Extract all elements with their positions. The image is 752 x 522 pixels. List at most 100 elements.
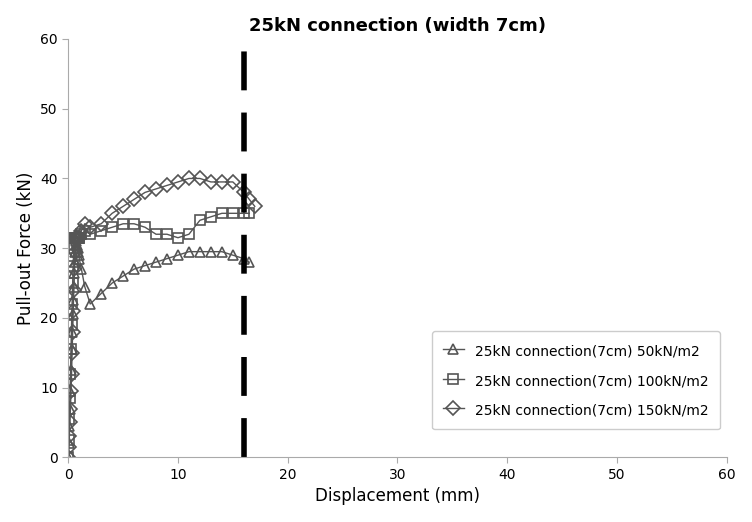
25kN connection(7cm) 150kN/m2 (65, 444, 74, 450)
25kN connection(7cm) 50kN/m2 (206, 248, 215, 255)
25kN connection(7cm) 50kN/m2 (74, 255, 83, 262)
25kN connection(7cm) 150kN/m2 (68, 308, 77, 314)
25kN connection(7cm) 50kN/m2 (119, 273, 128, 279)
25kN connection(7cm) 50kN/m2 (73, 245, 82, 251)
Legend: 25kN connection(7cm) 50kN/m2, 25kN connection(7cm) 100kN/m2, 25kN connection(7cm: 25kN connection(7cm) 50kN/m2, 25kN conne… (432, 331, 720, 430)
25kN connection(7cm) 150kN/m2 (67, 371, 76, 377)
25kN connection(7cm) 50kN/m2 (141, 263, 150, 269)
25kN connection(7cm) 50kN/m2 (69, 283, 78, 290)
25kN connection(7cm) 150kN/m2 (174, 179, 183, 185)
25kN connection(7cm) 50kN/m2 (86, 301, 95, 307)
25kN connection(7cm) 150kN/m2 (239, 189, 248, 196)
25kN connection(7cm) 100kN/m2 (65, 395, 74, 401)
25kN connection(7cm) 50kN/m2 (151, 259, 160, 265)
Y-axis label: Pull-out Force (kN): Pull-out Force (kN) (17, 172, 35, 325)
25kN connection(7cm) 50kN/m2 (162, 255, 171, 262)
25kN connection(7cm) 150kN/m2 (73, 234, 82, 241)
25kN connection(7cm) 50kN/m2 (67, 346, 76, 352)
25kN connection(7cm) 100kN/m2 (72, 234, 81, 241)
25kN connection(7cm) 150kN/m2 (119, 203, 128, 209)
25kN connection(7cm) 150kN/m2 (65, 419, 74, 425)
25kN connection(7cm) 150kN/m2 (196, 175, 205, 182)
25kN connection(7cm) 50kN/m2 (129, 266, 138, 272)
25kN connection(7cm) 100kN/m2 (71, 234, 80, 241)
25kN connection(7cm) 100kN/m2 (108, 224, 117, 230)
25kN connection(7cm) 100kN/m2 (97, 228, 106, 234)
25kN connection(7cm) 50kN/m2 (64, 454, 73, 460)
25kN connection(7cm) 100kN/m2 (65, 437, 74, 443)
25kN connection(7cm) 100kN/m2 (229, 210, 238, 217)
25kN connection(7cm) 50kN/m2 (65, 406, 74, 412)
25kN connection(7cm) 100kN/m2 (141, 224, 150, 230)
25kN connection(7cm) 50kN/m2 (71, 259, 80, 265)
25kN connection(7cm) 100kN/m2 (70, 234, 79, 241)
25kN connection(7cm) 100kN/m2 (119, 221, 128, 227)
25kN connection(7cm) 100kN/m2 (67, 322, 76, 328)
25kN connection(7cm) 100kN/m2 (72, 234, 81, 241)
25kN connection(7cm) 150kN/m2 (72, 234, 81, 241)
25kN connection(7cm) 150kN/m2 (71, 248, 80, 255)
25kN connection(7cm) 150kN/m2 (250, 203, 259, 209)
25kN connection(7cm) 50kN/m2 (66, 367, 75, 373)
25kN connection(7cm) 50kN/m2 (184, 248, 193, 255)
25kN connection(7cm) 150kN/m2 (70, 266, 79, 272)
X-axis label: Displacement (mm): Displacement (mm) (315, 488, 480, 505)
25kN connection(7cm) 150kN/m2 (86, 224, 95, 230)
25kN connection(7cm) 50kN/m2 (97, 290, 106, 296)
25kN connection(7cm) 50kN/m2 (68, 311, 77, 317)
25kN connection(7cm) 150kN/m2 (151, 186, 160, 192)
25kN connection(7cm) 100kN/m2 (69, 245, 78, 251)
25kN connection(7cm) 50kN/m2 (72, 242, 81, 248)
25kN connection(7cm) 150kN/m2 (129, 196, 138, 203)
25kN connection(7cm) 150kN/m2 (97, 221, 106, 227)
25kN connection(7cm) 150kN/m2 (71, 234, 80, 241)
25kN connection(7cm) 100kN/m2 (73, 234, 82, 241)
25kN connection(7cm) 150kN/m2 (69, 287, 78, 293)
25kN connection(7cm) 150kN/m2 (68, 350, 77, 356)
25kN connection(7cm) 50kN/m2 (66, 388, 75, 394)
25kN connection(7cm) 100kN/m2 (65, 416, 74, 422)
25kN connection(7cm) 100kN/m2 (217, 210, 226, 217)
Line: 25kN connection(7cm) 150kN/m2: 25kN connection(7cm) 150kN/m2 (63, 174, 259, 462)
25kN connection(7cm) 150kN/m2 (77, 228, 86, 234)
25kN connection(7cm) 150kN/m2 (74, 234, 83, 241)
25kN connection(7cm) 150kN/m2 (229, 179, 238, 185)
25kN connection(7cm) 150kN/m2 (141, 189, 150, 196)
25kN connection(7cm) 50kN/m2 (68, 298, 77, 304)
25kN connection(7cm) 150kN/m2 (68, 329, 77, 335)
25kN connection(7cm) 100kN/m2 (71, 234, 80, 241)
25kN connection(7cm) 50kN/m2 (80, 283, 89, 290)
25kN connection(7cm) 50kN/m2 (196, 248, 205, 255)
25kN connection(7cm) 100kN/m2 (74, 234, 83, 241)
25kN connection(7cm) 100kN/m2 (71, 234, 80, 241)
25kN connection(7cm) 100kN/m2 (68, 280, 77, 286)
25kN connection(7cm) 50kN/m2 (70, 269, 79, 276)
25kN connection(7cm) 150kN/m2 (74, 234, 83, 241)
25kN connection(7cm) 150kN/m2 (184, 175, 193, 182)
25kN connection(7cm) 150kN/m2 (64, 454, 73, 460)
25kN connection(7cm) 100kN/m2 (151, 231, 160, 238)
25kN connection(7cm) 50kN/m2 (108, 280, 117, 286)
25kN connection(7cm) 100kN/m2 (86, 231, 95, 238)
25kN connection(7cm) 50kN/m2 (65, 440, 74, 446)
Line: 25kN connection(7cm) 50kN/m2: 25kN connection(7cm) 50kN/m2 (63, 236, 254, 462)
25kN connection(7cm) 100kN/m2 (64, 454, 73, 460)
25kN connection(7cm) 100kN/m2 (174, 234, 183, 241)
25kN connection(7cm) 50kN/m2 (71, 248, 80, 255)
25kN connection(7cm) 150kN/m2 (72, 234, 81, 241)
25kN connection(7cm) 150kN/m2 (66, 388, 75, 394)
25kN connection(7cm) 50kN/m2 (71, 242, 80, 248)
25kN connection(7cm) 50kN/m2 (217, 248, 226, 255)
25kN connection(7cm) 50kN/m2 (239, 255, 248, 262)
25kN connection(7cm) 100kN/m2 (184, 231, 193, 238)
25kN connection(7cm) 150kN/m2 (206, 179, 215, 185)
25kN connection(7cm) 150kN/m2 (244, 196, 253, 203)
25kN connection(7cm) 100kN/m2 (74, 234, 83, 241)
25kN connection(7cm) 100kN/m2 (66, 371, 75, 377)
25kN connection(7cm) 100kN/m2 (162, 231, 171, 238)
25kN connection(7cm) 150kN/m2 (71, 238, 80, 244)
25kN connection(7cm) 50kN/m2 (68, 329, 77, 335)
25kN connection(7cm) 150kN/m2 (80, 221, 89, 227)
25kN connection(7cm) 150kN/m2 (74, 234, 83, 241)
25kN connection(7cm) 100kN/m2 (129, 221, 138, 227)
